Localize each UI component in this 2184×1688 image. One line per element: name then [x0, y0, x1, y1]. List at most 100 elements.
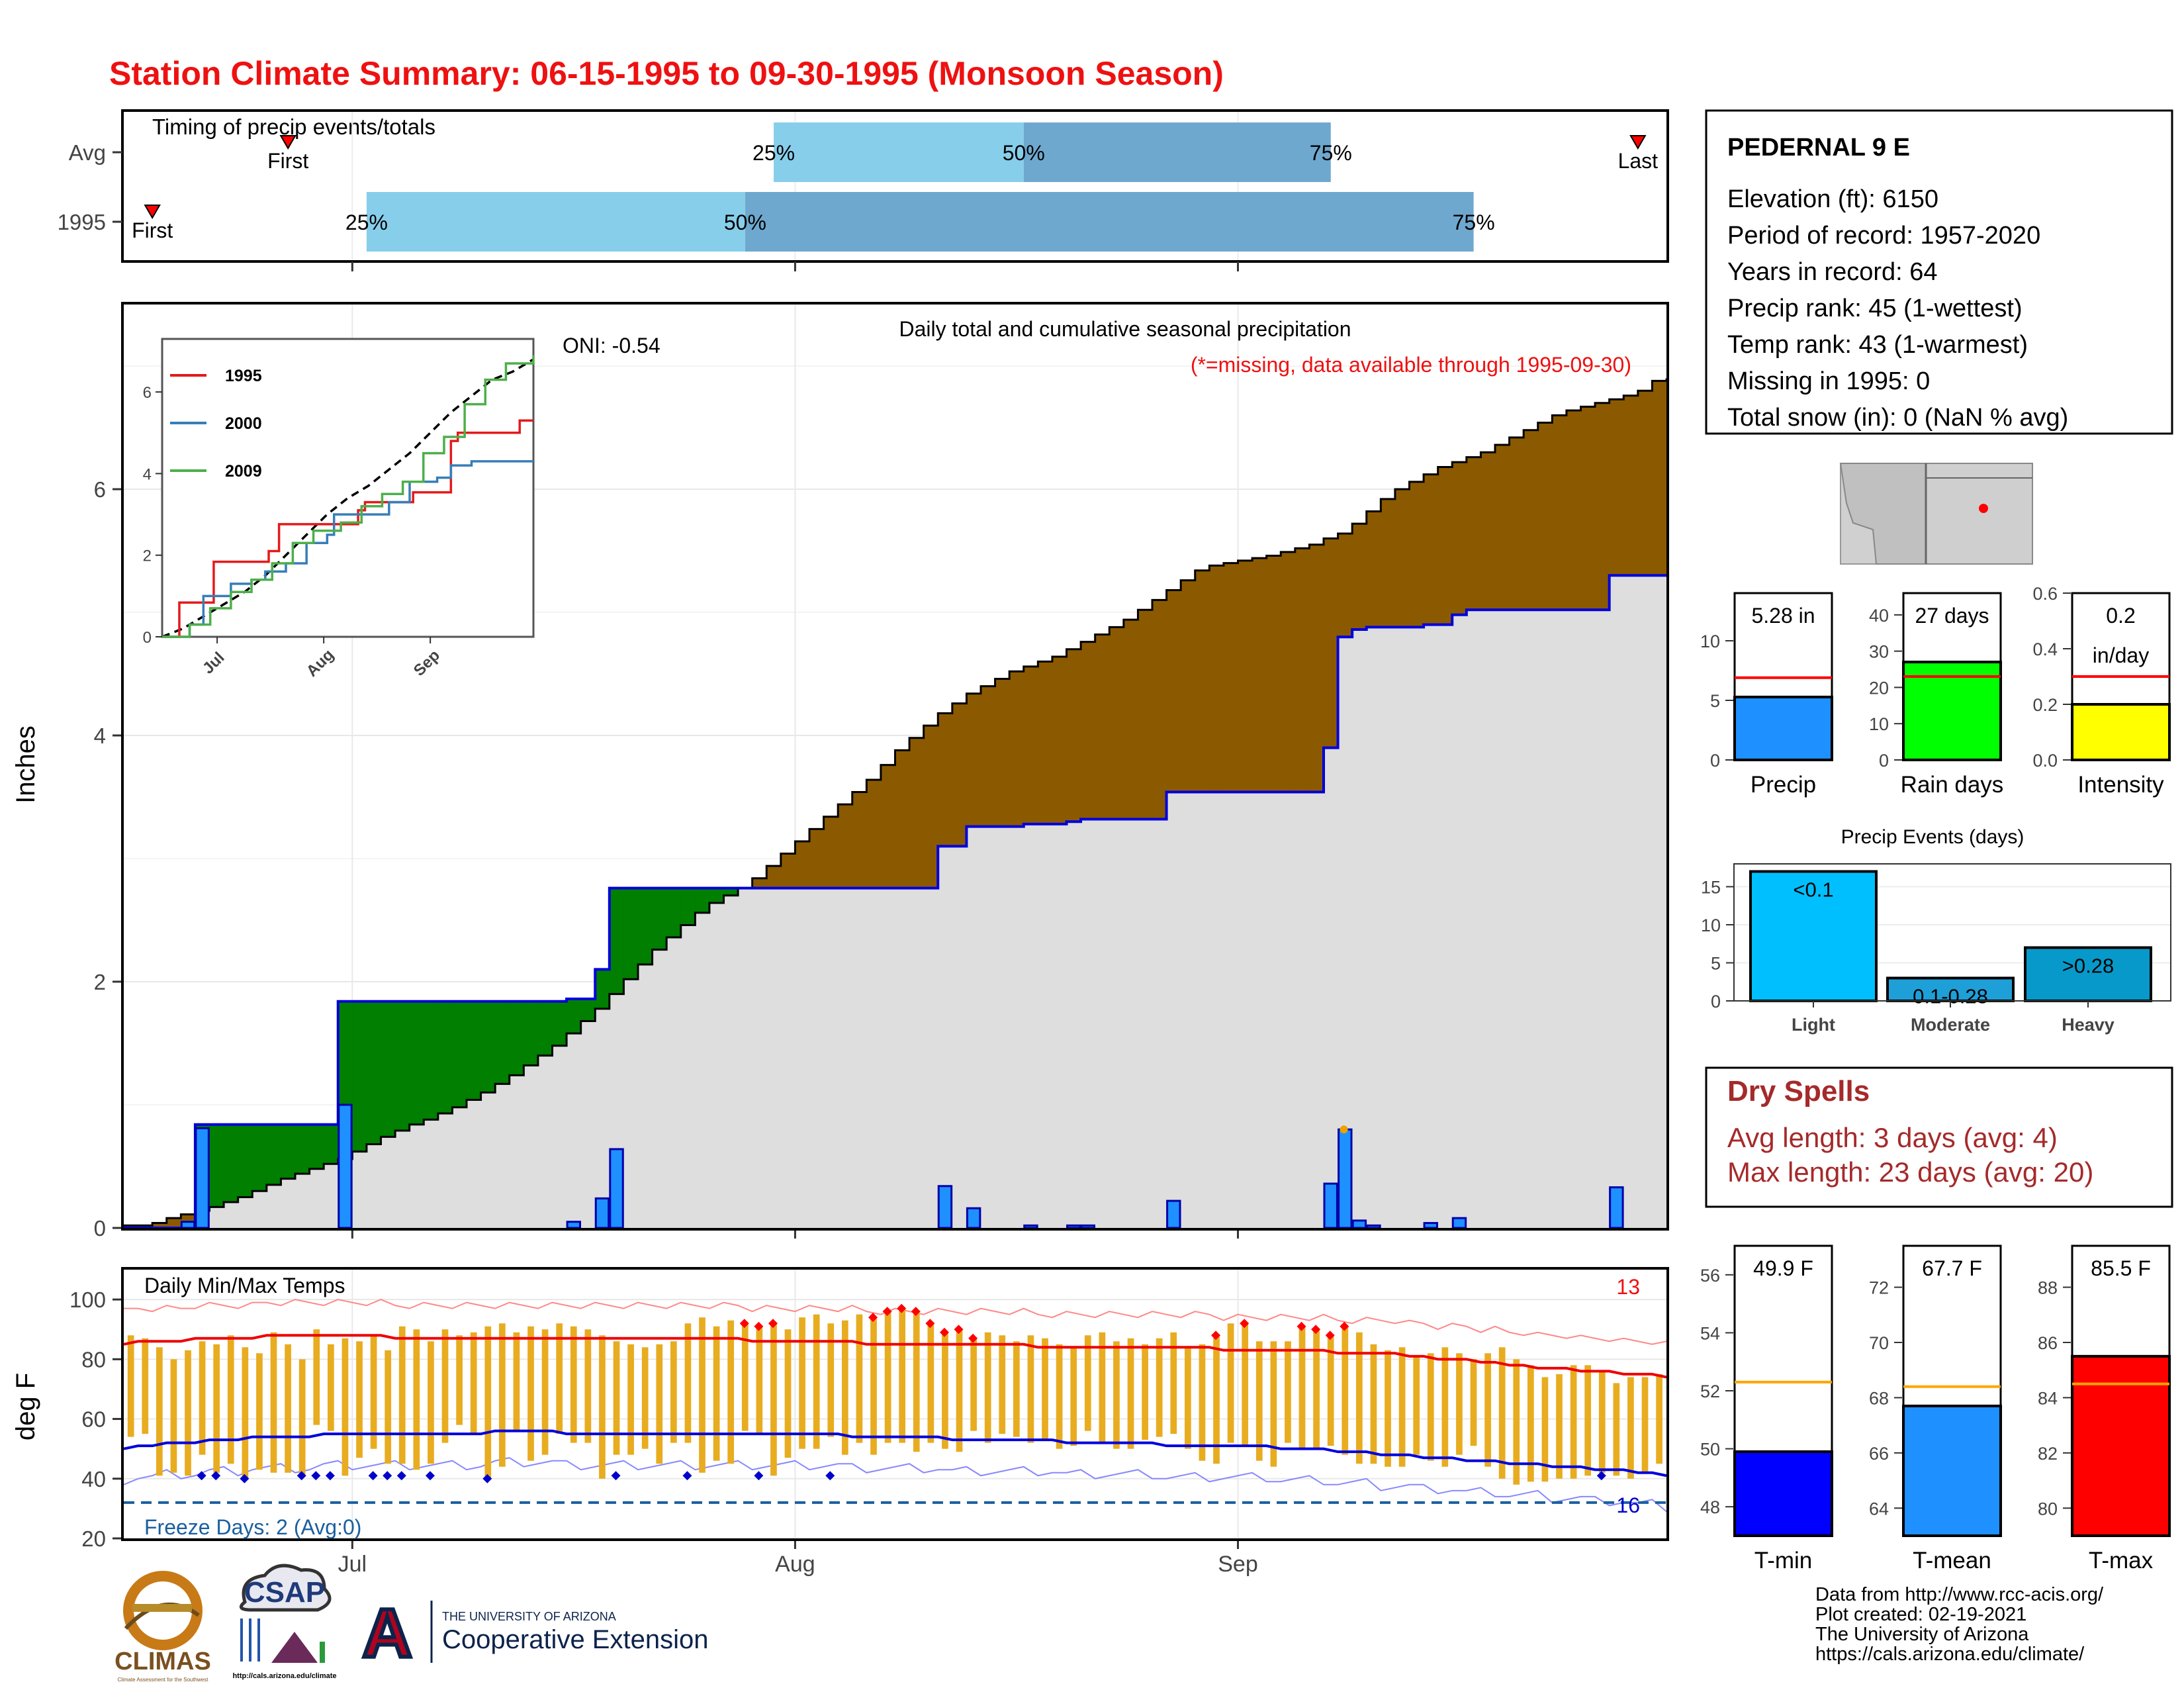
cumulative-base-area [952, 846, 967, 1228]
cumulative-base-area [1195, 792, 1210, 1228]
record-low-marker-icon [425, 1471, 435, 1481]
station-info-line: Period of record: 1957-2020 [1727, 222, 2040, 250]
footer-line: Data from http://www.rcc-acis.org/ [1815, 1584, 2104, 1605]
cumulative-base-area [1081, 819, 1096, 1228]
cumulative-base-area [809, 888, 825, 1228]
daily-precip-bar [1080, 1224, 1096, 1229]
precip-panel: 0 2 4 6 Daily total and cumulative seasonal… [11, 302, 1669, 1241]
daily-temp-bar [741, 1323, 749, 1431]
record-low-marker-icon [368, 1471, 378, 1481]
record-high-marker-icon [1211, 1331, 1221, 1340]
record-high-marker-icon [954, 1325, 964, 1335]
cumulative-base-area [567, 1033, 582, 1228]
deficit-area [1152, 600, 1167, 820]
cumulative-base-area [1066, 821, 1081, 1228]
cumulative-base-area [966, 826, 981, 1228]
deficit-area [1309, 544, 1324, 792]
temp-xtick-label: Jul [338, 1552, 367, 1577]
record-high-marker-icon [968, 1333, 978, 1343]
cumulative-base-area [409, 1124, 424, 1228]
daily-temp-bar [1656, 1374, 1662, 1464]
t-min-bar [1733, 1450, 1833, 1537]
deficit-area [1009, 671, 1024, 827]
cumulative-base-area [1324, 747, 1339, 1228]
t-min-value-label: 49.9 F [1753, 1256, 1813, 1280]
daily-temp-bar [841, 1320, 848, 1455]
daily-temp-bar [1199, 1344, 1206, 1461]
deficit-area [152, 1223, 167, 1228]
station-name: PEDERNAL 9 E [1727, 134, 1910, 162]
daily-temp-bar [656, 1344, 663, 1464]
deficit-area [1537, 422, 1553, 610]
cumulative-base-area [695, 912, 710, 1228]
temp-ytick-label: 100 [69, 1288, 106, 1312]
rain-days-value-label: 27 days [1915, 604, 1989, 628]
daily-temp-bar [285, 1344, 291, 1473]
daily-temp-bar [1456, 1353, 1463, 1455]
record-low-count: 16 [1616, 1493, 1640, 1517]
record-low-marker-icon [197, 1471, 206, 1481]
surplus-area [295, 1124, 310, 1174]
surplus-area [366, 1001, 381, 1145]
daily-temp-bar [242, 1347, 249, 1479]
record-low-marker-icon [482, 1474, 492, 1483]
daily-temp-bar [1170, 1332, 1177, 1434]
record-high-marker-icon [1311, 1325, 1321, 1335]
deficit-area [166, 1218, 181, 1228]
timing-panel-label: Timing of precip events/totals [152, 115, 435, 139]
surplus-area [381, 1001, 396, 1137]
t-min-label: T-min [1754, 1548, 1813, 1573]
cumulative-base-area [666, 937, 682, 1228]
inset-legend-label: 2000 [225, 414, 262, 433]
deficit-area [1023, 666, 1038, 824]
t-mean-ytick-label: 64 [1869, 1499, 1889, 1519]
record-high-marker-icon [897, 1303, 907, 1313]
surplus-area [424, 1001, 439, 1120]
record-low-marker-icon [325, 1471, 335, 1481]
daily-temp-bar [1541, 1377, 1549, 1482]
record-high-marker-icon [868, 1313, 878, 1323]
daily-precip-bar [1323, 1182, 1338, 1229]
daily-temp-bar [1355, 1332, 1363, 1464]
daily-temp-bar [570, 1326, 577, 1443]
temp-plot-background [122, 1268, 1668, 1540]
cumulative-base-area [880, 888, 895, 1228]
cumulative-base-area [766, 888, 782, 1228]
deficit-area [1181, 580, 1196, 792]
temp-xtick-label: Sep [1218, 1552, 1258, 1577]
cumulative-base-area [1480, 610, 1496, 1228]
deficit-area [1424, 474, 1439, 625]
cumulative-base-area [1580, 610, 1596, 1228]
daily-precip-bar [1451, 1217, 1467, 1229]
summary-bars: 0 5 10 5.28 in Precip 0 10 20 30 40 27 days Rain da… [1700, 584, 2171, 798]
station-info-line: Years in record: 64 [1727, 258, 1938, 286]
daily-temp-bar [984, 1332, 991, 1443]
daily-temp-bar [713, 1326, 720, 1461]
cumulative-base-area [981, 826, 996, 1228]
cumulative-base-area [1023, 823, 1038, 1228]
t-min-ytick-label: 56 [1700, 1266, 1720, 1286]
daily-temp-bar [1484, 1353, 1491, 1467]
cumulative-base-area [580, 1021, 596, 1228]
surplus-area [467, 1001, 482, 1100]
cumulative-base-area [352, 1151, 367, 1228]
surplus-area [324, 1124, 339, 1164]
record-high-marker-icon [1297, 1321, 1306, 1331]
daily-precip-bar [1023, 1224, 1038, 1229]
inset-ytick-label: 4 [143, 465, 152, 483]
precip-ylabel: Inches [11, 726, 40, 804]
temp-ylabel: deg F [11, 1373, 40, 1440]
daily-temp-bar [856, 1314, 863, 1443]
timing-panel: Timing of precip events/totals Avg 25% 50%… [58, 109, 1751, 271]
cumulative-base-area [252, 1191, 267, 1228]
inset-ytick-label: 0 [143, 629, 152, 647]
cumulative-base-area [552, 1045, 567, 1228]
cumulative-base-area [424, 1119, 439, 1228]
deficit-area [1295, 548, 1310, 792]
timing-row-label: 1995 [58, 210, 106, 234]
deficit-area [1509, 437, 1524, 610]
deficit-area [1252, 558, 1267, 792]
daily-temp-bar [1013, 1341, 1020, 1437]
daily-temp-bar [498, 1323, 506, 1467]
deficit-area [1138, 610, 1153, 820]
